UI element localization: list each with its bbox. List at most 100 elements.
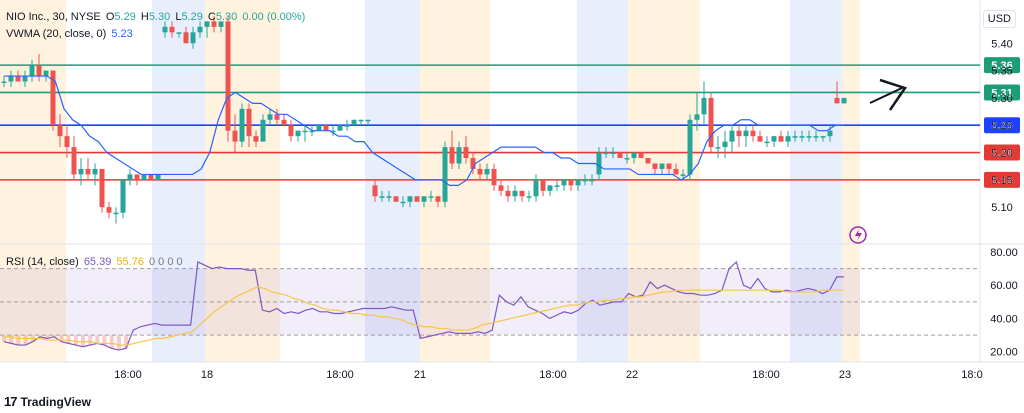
candle-body: [778, 136, 784, 142]
time-tick-label: 18:00: [326, 369, 354, 381]
candle-body: [687, 119, 693, 175]
rsi-legend: RSI (14, close) 65.39 55.76 0 0 0 0: [6, 256, 183, 268]
candle-body: [666, 163, 672, 169]
candle-body: [239, 108, 245, 142]
candle-body: [155, 174, 161, 180]
candle-body: [106, 207, 112, 213]
candle-body: [309, 130, 315, 133]
candle-body: [169, 26, 175, 33]
candle-body: [295, 130, 301, 137]
lightning-icon: [855, 229, 862, 241]
candle-body: [477, 168, 483, 175]
candle-body: [841, 97, 847, 104]
candle-body: [540, 179, 546, 191]
open-label: O: [105, 11, 115, 23]
candle-body: [729, 130, 735, 142]
time-tick-label: 18: [201, 369, 213, 381]
rsi-ma-value: 55.76: [116, 256, 144, 268]
candle-body: [365, 119, 371, 122]
candle-body: [232, 130, 238, 142]
symbol-label[interactable]: NIO Inc., 30, NYSE: [6, 11, 101, 23]
vwma-label[interactable]: VWMA (20, close, 0): [6, 28, 107, 40]
candle-body: [561, 179, 567, 186]
rsi-label[interactable]: RSI (14, close): [6, 256, 79, 268]
price-label-badge: [984, 57, 1020, 74]
event-circle-icon: [849, 226, 867, 244]
candle-body: [771, 136, 777, 142]
rsi-value: 65.39: [83, 256, 112, 268]
candle-body: [743, 130, 749, 137]
candle-body: [547, 185, 553, 191]
high-label: H: [140, 11, 149, 23]
candle-body: [442, 147, 448, 202]
candle-body: [575, 179, 581, 186]
candle-body: [463, 147, 469, 159]
candle-body: [827, 130, 833, 137]
candle-body: [449, 147, 455, 164]
candle-body: [134, 174, 140, 180]
candle-body: [372, 185, 378, 197]
arrow-head-icon: [879, 78, 907, 111]
price-tick-label: 5.25: [991, 120, 1012, 132]
tradingview-logo[interactable]: 17 TradingView: [4, 394, 91, 409]
open-value: 5.29: [114, 11, 136, 23]
candle-body: [330, 130, 336, 133]
candle-body: [85, 168, 91, 175]
close-label: C: [207, 11, 216, 23]
time-tick-label: 18:00: [539, 369, 567, 381]
candle-body: [253, 136, 259, 142]
candle-body: [568, 179, 574, 186]
candle-body: [302, 130, 308, 133]
price-label-text: 5.25: [991, 120, 1012, 132]
time-tick-label: 18:00: [752, 369, 780, 381]
rsi-tick-label: 60.00: [990, 280, 1018, 292]
candle-body: [680, 174, 686, 176]
candle-body: [64, 136, 70, 148]
tv-logo-icon: 17: [4, 394, 18, 409]
price-label-text: 5.36: [991, 60, 1012, 72]
candle-body: [512, 190, 518, 197]
candle-body: [204, 21, 210, 27]
candle-body: [456, 147, 462, 164]
candle-body: [470, 158, 476, 169]
candle-body: [260, 119, 266, 142]
candle-body: [50, 70, 56, 126]
candle-body: [645, 158, 651, 164]
brand-label: TradingView: [20, 394, 91, 409]
candle-body: [8, 76, 14, 82]
candle-body: [631, 152, 637, 159]
candle-body: [624, 158, 630, 160]
candle-body: [736, 130, 742, 137]
candle-body: [288, 125, 294, 137]
candle-body: [120, 179, 126, 213]
candle-body: [379, 196, 385, 198]
candle-body: [218, 21, 224, 27]
candle-body: [750, 130, 756, 137]
rsi-tick-label: 20.00: [990, 347, 1018, 359]
candle-body: [491, 168, 497, 186]
vwma-value: 5.23: [111, 28, 133, 40]
candle-body: [176, 32, 182, 34]
candle-body: [596, 152, 602, 175]
change-value: 0.00 (0.00%): [242, 11, 306, 23]
candle-body: [435, 196, 441, 202]
vwma-line: [4, 75, 844, 186]
rsi-tick-label: 80.00: [990, 247, 1018, 259]
candle-body: [505, 190, 511, 197]
candle-body: [22, 76, 28, 82]
candle-body: [785, 136, 791, 142]
time-tick-label: 18:00: [114, 369, 142, 381]
candle-body: [484, 168, 490, 175]
price-label-text: 5.20: [991, 148, 1012, 160]
candle-body: [813, 136, 819, 138]
candle-body: [190, 32, 196, 44]
price-tick-label: 5.35: [991, 66, 1012, 78]
candle-body: [358, 119, 364, 122]
price-label-badge: [984, 144, 1020, 161]
candle-body: [267, 114, 273, 120]
candle-body: [764, 141, 770, 144]
currency-button[interactable]: USD: [982, 10, 1016, 28]
rsi-extra-values: 0 0 0 0: [149, 256, 183, 268]
candle-body: [617, 152, 623, 159]
